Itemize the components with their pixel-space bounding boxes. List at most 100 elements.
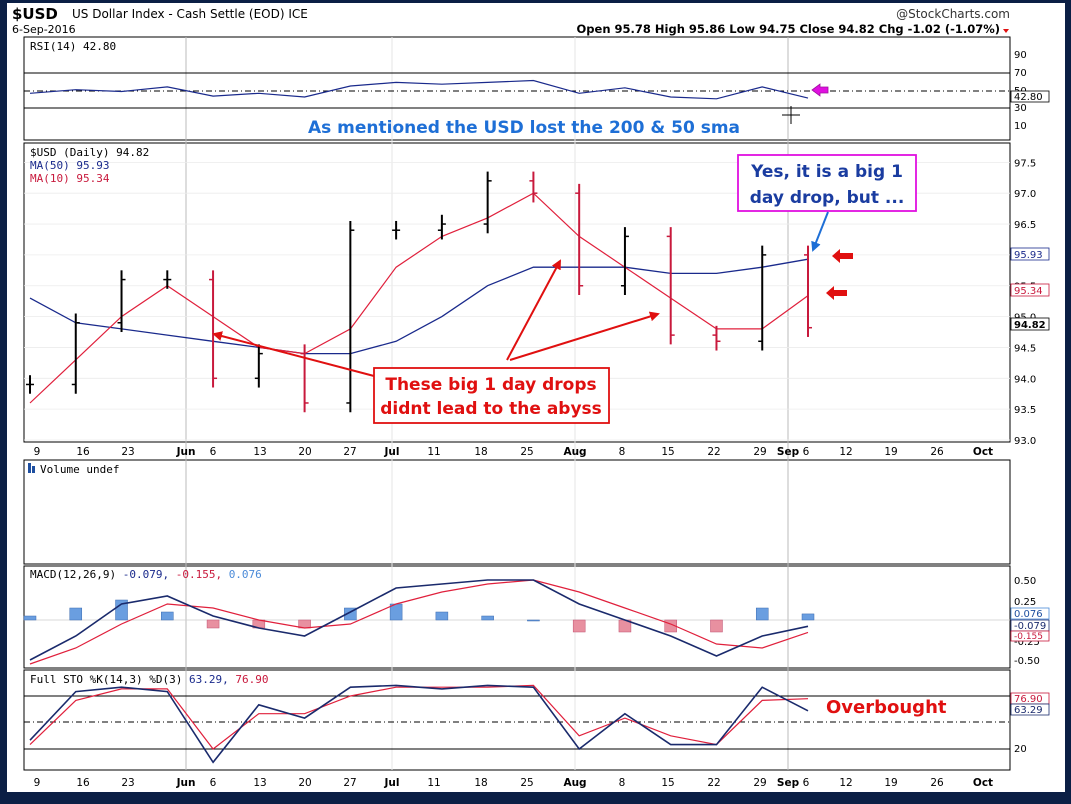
- ma10-value-tag-text: 95.34: [1014, 286, 1043, 297]
- x-tick-label: 19: [884, 446, 897, 458]
- x-tick-label: 23: [121, 446, 134, 458]
- hist-value: 0.076: [229, 568, 262, 581]
- ma50-value-tag: [1010, 247, 1050, 261]
- crosshair-cursor-icon: [782, 106, 800, 124]
- price-tick: 94.5: [1014, 343, 1036, 354]
- macd-hist-bar: [161, 611, 174, 621]
- sto-k-value-tag-text: 63.29: [1014, 705, 1043, 716]
- x-tick-label: Jun: [176, 446, 196, 458]
- ma50-line: [29, 258, 809, 355]
- macd-label-name: MACD(12,26,9): [30, 568, 116, 581]
- macd-tick: 0.25: [1014, 597, 1036, 608]
- x-tick-label: 12: [839, 446, 852, 458]
- x-tick-label: 16: [76, 446, 90, 458]
- macd-hist-bar: [527, 619, 540, 622]
- drops-callout-line2: didnt lead to the abyss: [380, 399, 602, 419]
- macd-panel-content: MACD(12,26,9) -0.079, -0.155, 0.076 0.50…: [23, 568, 1050, 667]
- sto-label-name: Full STO %K(14,3) %D(3): [30, 673, 182, 686]
- macd-value-tag-text: -0.079: [1014, 621, 1046, 632]
- drops-arrow: [212, 331, 375, 377]
- x-axis-top: 9 16 23 Jun 6 13 20 27 Jul 11 18 25 Aug 8 15 22 29 Sep 6 12…: [34, 446, 993, 458]
- date: 6-Sep-2016: [12, 23, 76, 36]
- ma10-line: [29, 192, 809, 404]
- hist-value-tag: [1010, 607, 1050, 620]
- x-tick-label: 23: [121, 777, 134, 789]
- x-tick-label: 13: [253, 446, 266, 458]
- x-tick-label: 22: [707, 446, 720, 458]
- macd-hist-bar: [801, 613, 815, 621]
- signal-value-tag-text: -0.155: [1014, 632, 1043, 642]
- price-panel-content: 97.597.096.596.095.595.094.594.093.593.0…: [24, 146, 1050, 447]
- macd-hist-bar: [572, 619, 586, 633]
- close-value-tag-text: 94.82: [1014, 320, 1046, 331]
- drops-callout-line1: These big 1 day drops: [385, 375, 596, 395]
- rsi-panel: [23, 36, 1011, 141]
- price-tick: 94.0: [1014, 374, 1036, 385]
- x-tick-label: Oct: [973, 446, 993, 458]
- macd-hist-bar: [115, 599, 128, 621]
- macd-hist-bar: [481, 615, 494, 621]
- overbought-annotation: Overbought: [826, 697, 947, 718]
- rsi-panel-content: RSI(14) 42.80 90 70 50 30 10 42.80 As me…: [24, 40, 1050, 138]
- rsi-tick-10: 10: [1014, 121, 1027, 132]
- symbol: $USD: [12, 5, 58, 23]
- drops-arrow: [509, 311, 660, 361]
- macd-hist-bar: [435, 611, 449, 621]
- macd-tick: -0.50: [1014, 656, 1040, 667]
- x-tick-label: 6: [210, 777, 217, 789]
- big-drop-callout-line1: Yes, it is a big 1: [750, 162, 903, 182]
- sto-d-value-tag-text: 76.90: [1014, 694, 1043, 705]
- macd-hist-bar: [69, 607, 83, 621]
- x-tick-label: 27: [343, 446, 356, 458]
- x-tick-label: 8: [619, 777, 626, 789]
- x-tick-label: 19: [884, 777, 897, 789]
- x-tick-label: Jul: [384, 446, 400, 458]
- macd-tick: -0.25: [1014, 637, 1040, 648]
- price-tick: 93.0: [1014, 436, 1036, 447]
- macd-hist-bar: [710, 619, 723, 633]
- signal-value-tag: [1010, 630, 1050, 642]
- x-tick-label: Sep: [777, 446, 800, 458]
- rsi-tick-90: 90: [1014, 50, 1027, 61]
- x-tick-label: 22: [707, 777, 720, 789]
- big-drop-arrow: [811, 211, 829, 252]
- volume-label: Volume undef: [40, 463, 119, 476]
- rsi-arrow-icon: [811, 83, 829, 97]
- x-tick-label: 9: [34, 446, 41, 458]
- x-tick-label: 26: [930, 446, 944, 458]
- drops-arrow: [506, 259, 561, 361]
- price-tick: 96.5: [1014, 220, 1036, 231]
- volume-icon: [32, 466, 35, 473]
- ma10-value-tag: [1010, 283, 1050, 297]
- x-tick-label: 6: [803, 777, 810, 789]
- x-tick-label: 15: [661, 446, 674, 458]
- chg-down-icon: [1003, 29, 1009, 33]
- x-tick-label: 6: [803, 446, 810, 458]
- ma50-value-tag-text: 95.93: [1014, 250, 1043, 261]
- macd-hist-bar: [755, 607, 769, 621]
- close-value-tag: [1010, 317, 1050, 331]
- x-tick-label: 12: [839, 777, 852, 789]
- sto-panel-content: Full STO %K(14,3) %D(3) 63.29, 76.90 20 …: [24, 673, 1050, 764]
- rsi-annotation: As mentioned the USD lost the 200 & 50 s…: [308, 118, 740, 138]
- rsi-line: [29, 79, 809, 100]
- x-tick-label: 29: [753, 777, 766, 789]
- rsi-label: RSI(14) 42.80: [30, 40, 116, 53]
- price-legend-ma10: MA(10) 95.34: [30, 172, 110, 185]
- hist-value-tag-text: 0.076: [1014, 609, 1043, 620]
- x-tick-label: Oct: [973, 777, 993, 789]
- x-tick-label: 26: [930, 777, 944, 789]
- sto-d-value: 76.90: [235, 673, 268, 686]
- x-tick-label: 20: [298, 777, 311, 789]
- sto-k-line: [29, 684, 809, 764]
- brand-logo: @StockCharts.com: [896, 7, 1010, 21]
- volume-panel: [23, 459, 1011, 565]
- price-tick: 97.0: [1014, 189, 1036, 200]
- rsi-value-tag: [1010, 90, 1050, 103]
- price-legend-main: $USD (Daily) 94.82: [30, 146, 149, 159]
- sto-label: Full STO %K(14,3) %D(3) 63.29, 76.90: [30, 673, 268, 686]
- macd-tick: 0.50: [1014, 576, 1036, 587]
- x-tick-label: Jul: [384, 777, 400, 789]
